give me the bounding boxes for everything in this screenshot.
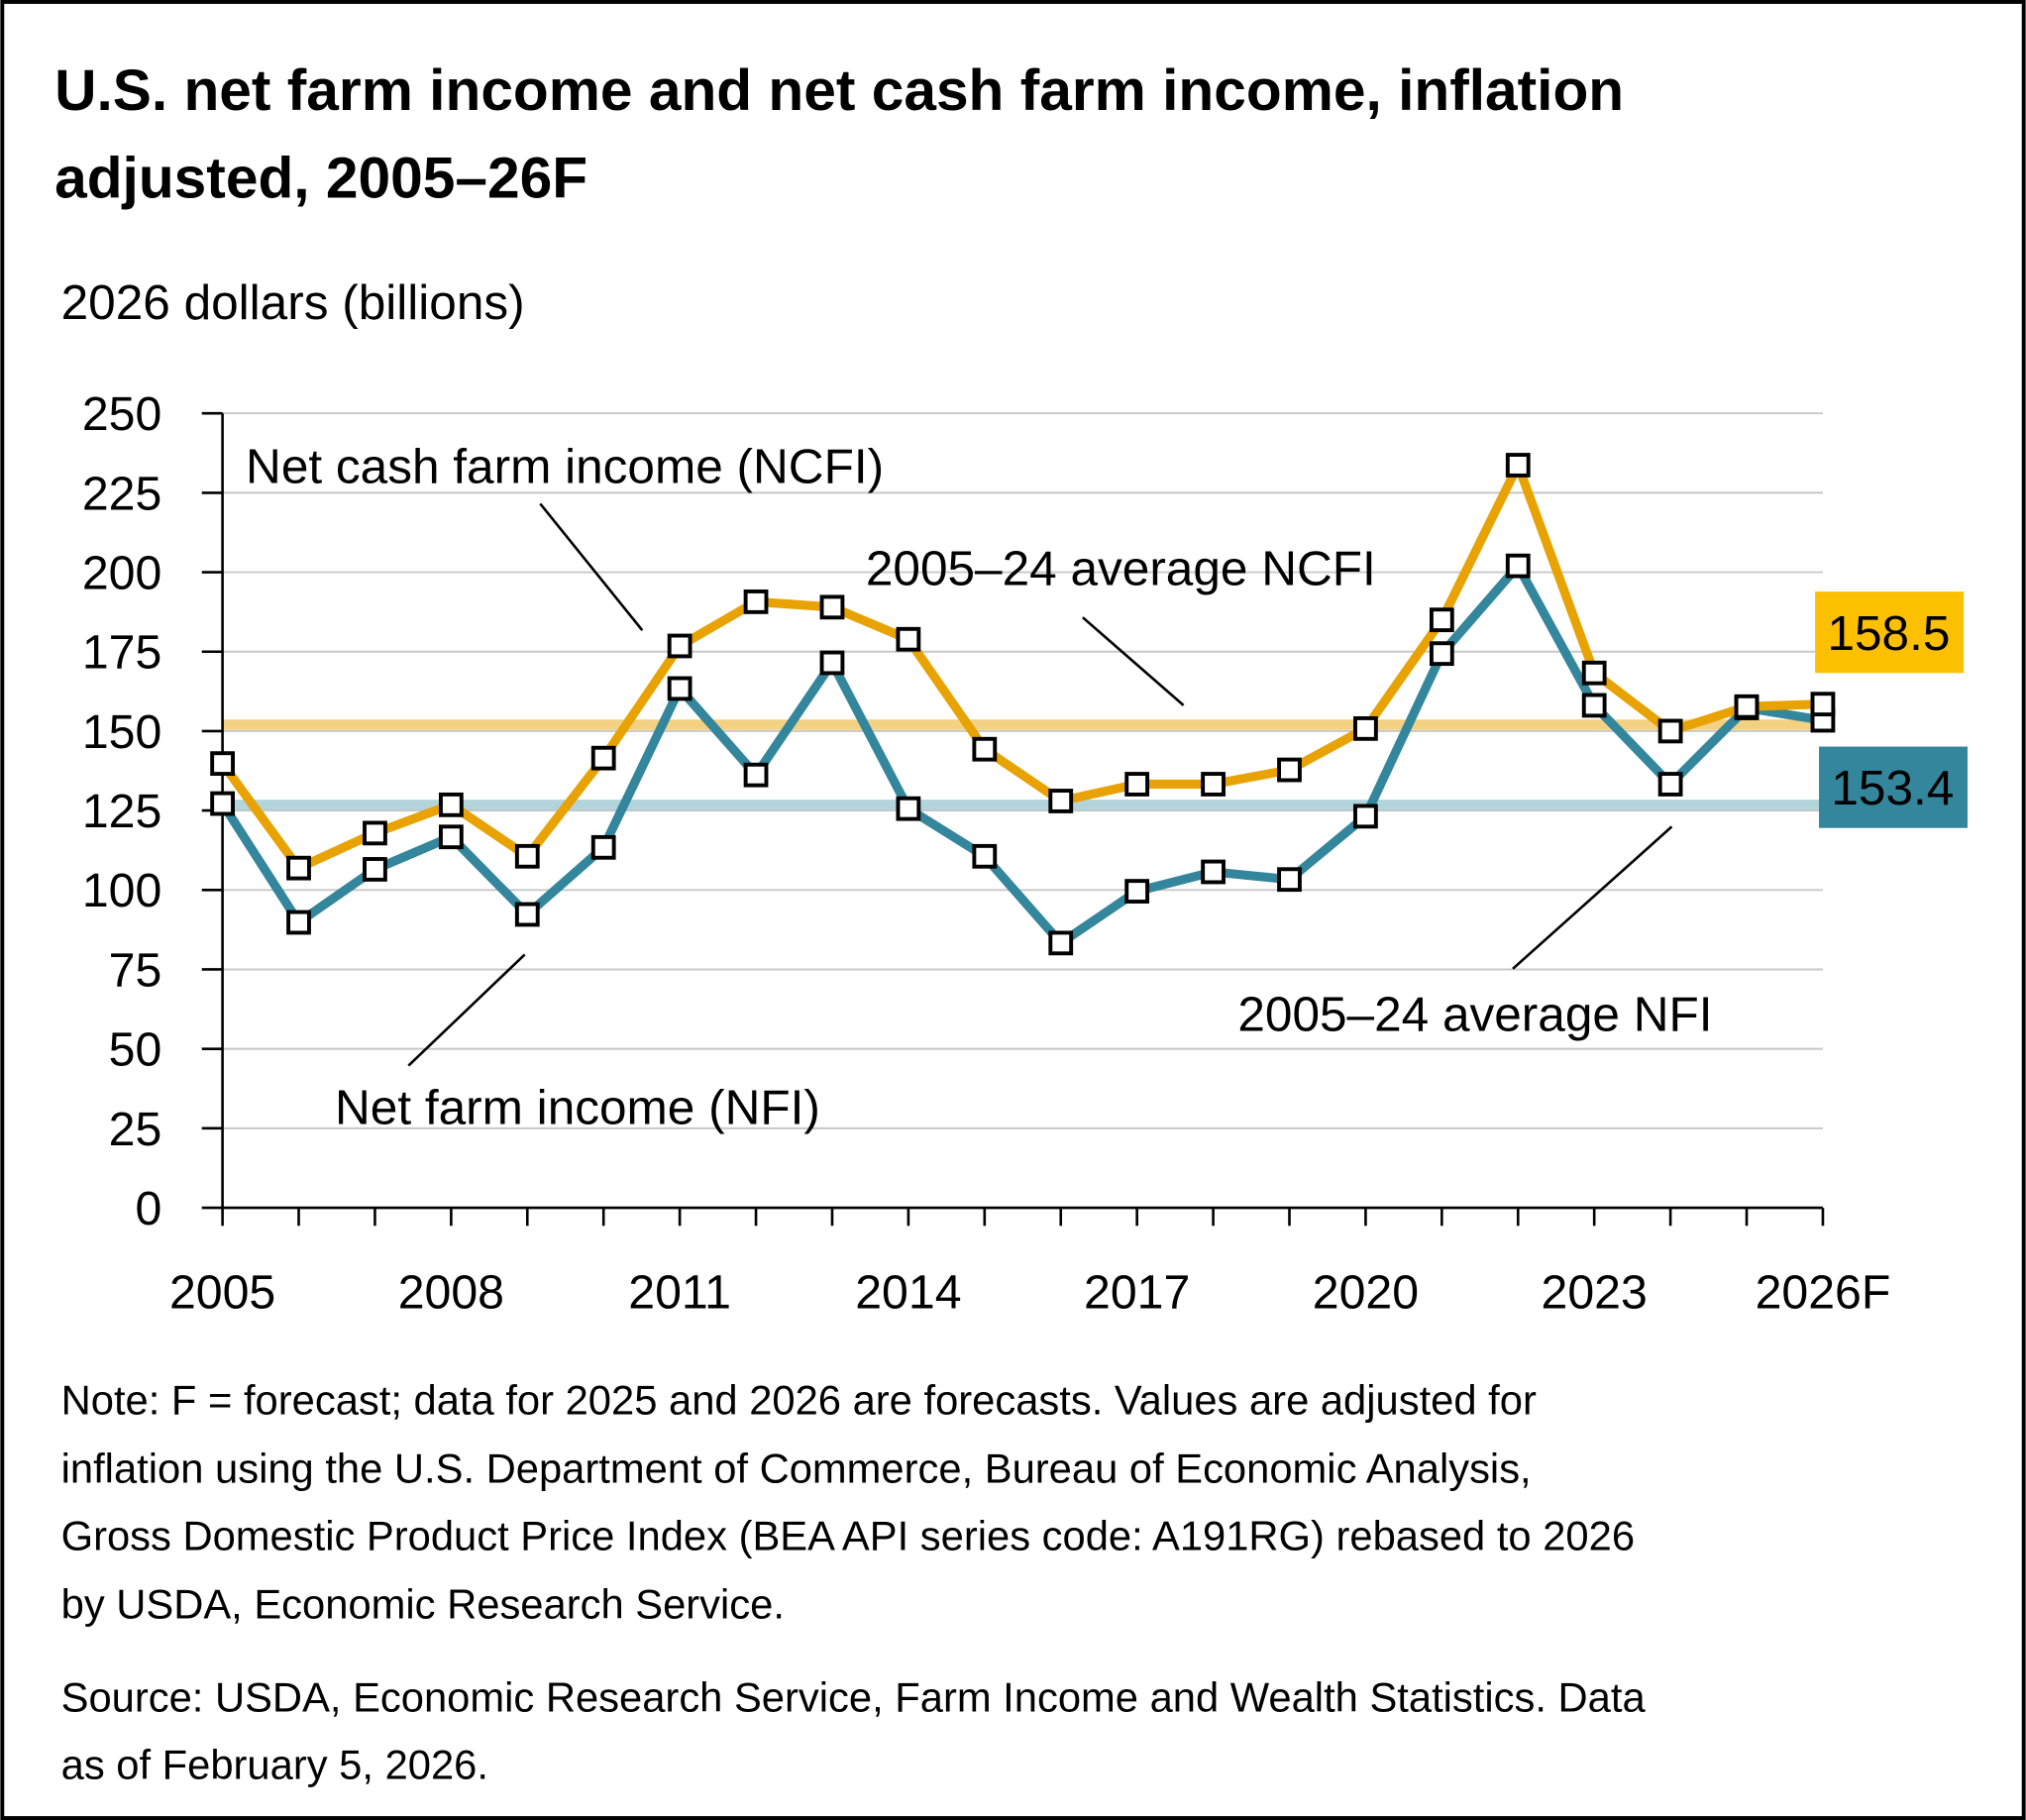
data-point-ncfi: [1734, 694, 1759, 719]
gridlines: [222, 412, 1823, 1129]
y-tick-label: 50: [109, 1023, 162, 1077]
leader-line-ncfi: [539, 502, 644, 632]
annotation-avg-ncfi: 2005–24 average NCFI: [866, 542, 1376, 596]
data-point-ncfi: [210, 751, 235, 777]
y-tick-label: 25: [109, 1103, 162, 1156]
y-tick-label: 175: [82, 626, 161, 680]
y-tick-label: 0: [135, 1182, 161, 1235]
data-point-ncfi: [1657, 718, 1683, 744]
note-line-1: Note: F = forecast; data for 2025 and 20…: [61, 1377, 1537, 1424]
annotation-avg-nfi: 2005–24 average NFI: [1237, 987, 1712, 1041]
data-point-nfi: [514, 902, 540, 927]
data-point-nfi: [1657, 772, 1683, 797]
data-point-nfi: [896, 796, 921, 821]
data-point-ncfi: [286, 855, 311, 881]
source-line-1: Source: USDA, Economic Research Service,…: [61, 1673, 1647, 1720]
data-point-ncfi: [896, 626, 921, 652]
data-point-nfi: [743, 762, 769, 788]
end-label-nfi-box: [1819, 746, 1968, 828]
chart-title-line-1: U.S. net farm income and net cash farm i…: [54, 58, 1624, 123]
x-tick-label: 2026F: [1756, 1266, 1891, 1320]
data-point-ncfi: [1810, 692, 1836, 717]
data-point-ncfi: [1581, 660, 1607, 686]
source-line-2: as of February 5, 2026.: [61, 1741, 488, 1787]
data-point-nfi: [1429, 641, 1454, 667]
y-tick-label: 75: [109, 943, 162, 997]
y-tick-label: 200: [82, 547, 161, 600]
data-point-ncfi: [819, 594, 845, 620]
x-tick-label: 2005: [169, 1266, 275, 1320]
x-tick-label: 2020: [1313, 1266, 1419, 1320]
data-point-ncfi: [972, 736, 998, 762]
y-tick-label: 150: [82, 705, 161, 759]
leader-line-avg-nfi: [1512, 825, 1673, 970]
end-label-nfi: 153.4: [1831, 761, 1954, 815]
y-tick-label: 250: [82, 387, 161, 441]
data-point-nfi: [1581, 693, 1607, 718]
data-point-ncfi: [1124, 772, 1150, 797]
data-point-nfi: [819, 650, 845, 676]
data-point-nfi: [363, 857, 387, 882]
data-point-ncfi: [1201, 772, 1226, 797]
data-point-ncfi: [743, 589, 769, 614]
data-point-nfi: [286, 910, 311, 935]
series-line-nfi: [218, 561, 1824, 948]
data-point-ncfi: [438, 792, 464, 817]
data-point-nfi: [1353, 803, 1378, 829]
note-line-2: inflation using the U.S. Department of C…: [61, 1445, 1532, 1492]
data-point-nfi: [1505, 553, 1531, 579]
data-point-nfi: [590, 834, 616, 860]
data-point-ncfi: [1353, 715, 1378, 741]
data-point-nfi: [438, 824, 464, 850]
data-point-ncfi: [1505, 453, 1531, 478]
y-tick-label: 100: [82, 864, 161, 917]
data-point-ncfi: [1277, 757, 1302, 783]
data-point-nfi: [1277, 867, 1302, 893]
x-tick-label: 2017: [1084, 1266, 1190, 1320]
data-point-ncfi: [667, 633, 693, 659]
data-point-ncfi: [1048, 789, 1074, 813]
note-line-3: Gross Domestic Product Price Index (BEA …: [61, 1513, 1635, 1559]
data-point-nfi: [667, 676, 693, 701]
data-point-nfi: [1048, 930, 1074, 956]
data-point-ncfi: [590, 745, 616, 771]
series-line-ncfi: [218, 460, 1824, 873]
x-tick-label: 2008: [398, 1266, 504, 1320]
end-label-ncfi: 158.5: [1827, 606, 1950, 661]
reference-lines: [222, 719, 1823, 810]
data-point-nfi: [972, 843, 998, 869]
data-point-nfi: [1124, 879, 1150, 904]
y-axis-label: 2026 dollars (billions): [61, 275, 525, 330]
leader-line-nfi: [407, 953, 526, 1067]
x-tick-label: 2011: [628, 1266, 731, 1320]
data-point-ncfi: [514, 843, 540, 869]
data-point-nfi: [210, 791, 235, 816]
series-lines: [210, 453, 1836, 956]
data-point-ncfi: [1429, 607, 1454, 633]
note-line-4: by USDA, Economic Research Service.: [61, 1581, 785, 1628]
annotation-nfi: Net farm income (NFI): [335, 1080, 820, 1134]
leader-line-avg-ncfi: [1082, 616, 1185, 706]
x-tick-label: 2014: [855, 1266, 961, 1320]
y-tick-label: 225: [82, 467, 161, 520]
axes: 0 25 50 75 100 125 150 175 200 225 250 2005 2008 2011…: [82, 387, 1890, 1320]
end-label-ncfi-box: [1815, 591, 1965, 674]
x-tick-label: 2023: [1542, 1266, 1648, 1320]
chart-title-line-2: adjusted, 2005–26F: [54, 146, 587, 210]
y-tick-label: 125: [82, 785, 161, 838]
annotation-ncfi: Net cash farm income (NCFI): [246, 440, 884, 494]
data-point-ncfi: [363, 820, 387, 846]
data-point-nfi: [1201, 859, 1226, 885]
